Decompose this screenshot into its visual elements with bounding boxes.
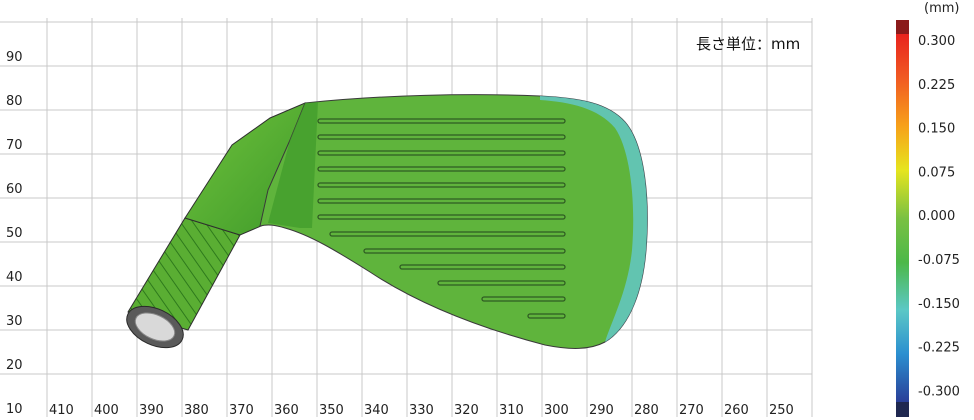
unit-label: 長さ単位：mm xyxy=(696,35,800,53)
scoreline xyxy=(317,166,566,172)
colorbar-top-cap xyxy=(896,20,909,34)
colorbar-gradient xyxy=(896,34,909,402)
head-face xyxy=(259,94,648,349)
x-tick-label: 360 xyxy=(274,403,299,418)
colorbar-tick-label: 0.225 xyxy=(918,78,955,93)
scoreline xyxy=(481,296,566,302)
iron-head xyxy=(126,94,648,349)
colorbar-unit: (mm) xyxy=(924,1,959,16)
y-tick-label: 80 xyxy=(6,94,23,109)
x-tick-label: 350 xyxy=(319,403,344,418)
x-tick-label: 250 xyxy=(769,403,794,418)
y-tick-label: 20 xyxy=(6,358,23,373)
x-tick-label: 290 xyxy=(589,403,614,418)
hosel-bore-inner xyxy=(134,312,176,342)
x-tick-label: 300 xyxy=(544,403,569,418)
scoreline xyxy=(527,313,566,319)
colorbar-tick-label: -0.075 xyxy=(918,253,960,268)
colorbar-tick-label: -0.150 xyxy=(918,297,960,312)
y-tick-label: 40 xyxy=(6,270,23,285)
x-tick-label: 380 xyxy=(184,403,209,418)
x-tick-label: 340 xyxy=(364,403,389,418)
colorbar-tick-label: 0.300 xyxy=(918,34,955,49)
colorbar-tick-labels: 0.300 0.225 0.150 0.075 0.000 -0.075 -0.150 -0.… xyxy=(918,34,960,399)
scoreline xyxy=(329,231,566,237)
scoreline xyxy=(317,150,566,156)
scoreline xyxy=(317,182,566,188)
colorbar-tick-label: 0.150 xyxy=(918,122,955,137)
x-tick-label: 390 xyxy=(139,403,164,418)
colorbar-tick-label: 0.075 xyxy=(918,165,955,180)
scoreline xyxy=(317,118,566,124)
x-axis-labels: 410 400 390 380 370 360 350 340 330 320 310 300 290 2… xyxy=(49,403,794,418)
y-tick-label: 70 xyxy=(6,138,23,153)
scorelines xyxy=(317,118,566,319)
y-tick-label: 50 xyxy=(6,226,23,241)
scoreline xyxy=(317,198,566,204)
x-tick-label: 370 xyxy=(229,403,254,418)
y-axis-labels: 90 80 70 60 50 40 30 20 10 xyxy=(6,50,23,417)
y-tick-label: 60 xyxy=(6,182,23,197)
y-tick-label: 90 xyxy=(6,50,23,65)
x-tick-label: 270 xyxy=(679,403,704,418)
x-tick-label: 260 xyxy=(724,403,749,418)
scoreline xyxy=(317,134,566,140)
y-tick-label: 10 xyxy=(6,402,23,417)
x-tick-label: 330 xyxy=(409,403,434,418)
x-tick-label: 310 xyxy=(499,403,524,418)
scoreline xyxy=(317,214,566,220)
x-tick-label: 400 xyxy=(94,403,119,418)
x-tick-label: 280 xyxy=(634,403,659,418)
scoreline xyxy=(399,264,566,270)
scoreline xyxy=(437,280,566,286)
heel-band xyxy=(268,102,318,228)
colorbar: (mm) 0.300 0.225 0.150 0.075 0.000 -0.075 -0.1… xyxy=(896,1,960,417)
colorbar-tick-label: -0.225 xyxy=(918,341,960,356)
x-tick-label: 320 xyxy=(454,403,479,418)
x-tick-label: 410 xyxy=(49,403,74,418)
colorbar-tick-label: 0.000 xyxy=(918,209,955,224)
colorbar-bottom-cap xyxy=(896,402,909,417)
y-tick-label: 30 xyxy=(6,314,23,329)
scoreline xyxy=(363,248,566,254)
colorbar-tick-label: -0.300 xyxy=(918,384,960,399)
